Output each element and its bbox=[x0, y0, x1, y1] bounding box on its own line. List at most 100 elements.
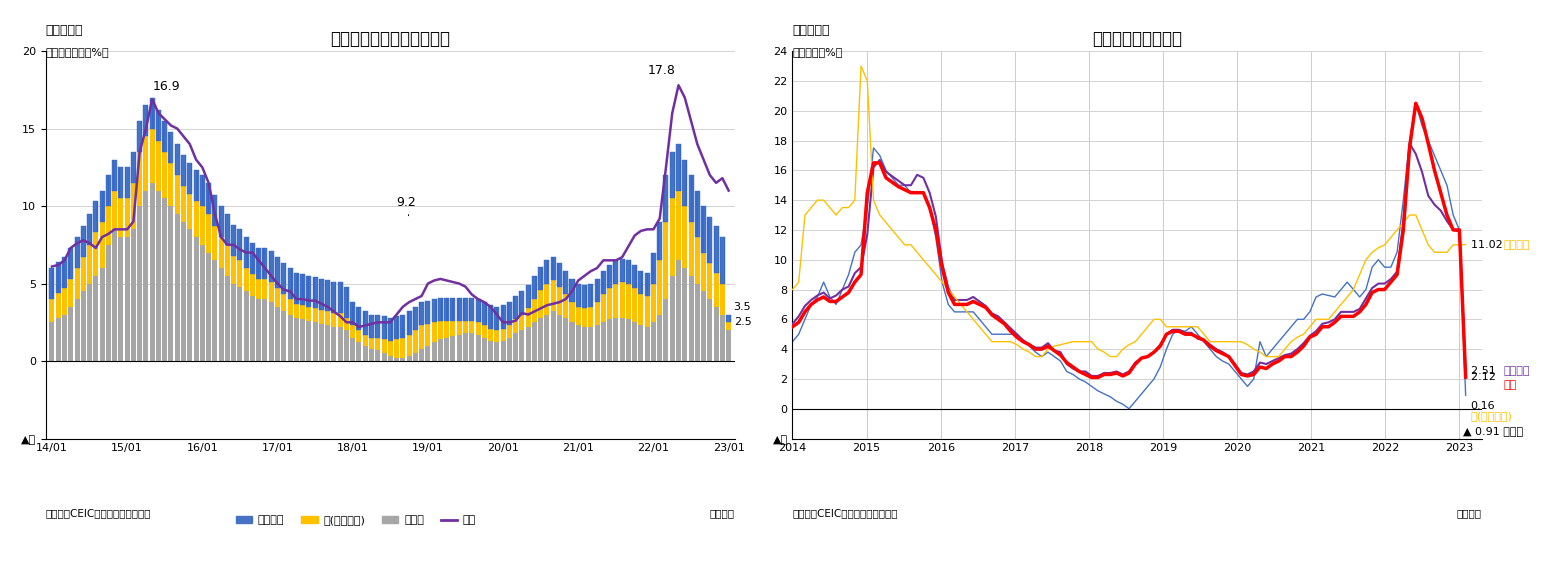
Bar bbox=[156, 110, 161, 141]
Bar bbox=[181, 221, 186, 361]
Bar bbox=[150, 129, 155, 183]
Bar bbox=[594, 325, 599, 361]
Bar bbox=[594, 279, 599, 302]
Bar bbox=[494, 342, 500, 361]
Bar bbox=[313, 323, 317, 361]
Text: サービス: サービス bbox=[1505, 239, 1531, 250]
Bar bbox=[570, 302, 574, 323]
Bar bbox=[576, 284, 580, 307]
Bar bbox=[481, 338, 486, 361]
Bar bbox=[701, 252, 706, 291]
Bar bbox=[80, 226, 85, 257]
Bar bbox=[395, 339, 399, 358]
Bar bbox=[224, 276, 231, 361]
Bar bbox=[111, 229, 118, 361]
Text: 11.02: 11.02 bbox=[1471, 239, 1506, 250]
Bar bbox=[520, 291, 525, 315]
Bar bbox=[563, 294, 568, 318]
Bar bbox=[638, 271, 644, 294]
Bar bbox=[638, 294, 644, 325]
Bar bbox=[625, 260, 632, 284]
Bar bbox=[200, 206, 204, 245]
Bar bbox=[282, 294, 286, 311]
Bar bbox=[420, 348, 424, 361]
Bar bbox=[632, 265, 638, 288]
Bar bbox=[438, 321, 443, 339]
Bar bbox=[557, 287, 562, 315]
Bar bbox=[494, 307, 500, 330]
Bar bbox=[664, 221, 669, 299]
Bar bbox=[714, 307, 718, 361]
Bar bbox=[87, 214, 91, 245]
Bar bbox=[50, 268, 54, 299]
Bar bbox=[551, 257, 556, 280]
Bar bbox=[144, 105, 149, 137]
Bar bbox=[545, 260, 550, 284]
Bar bbox=[506, 325, 512, 338]
Bar bbox=[62, 315, 67, 361]
Text: （前年比、%）: （前年比、%） bbox=[793, 47, 842, 57]
Bar bbox=[545, 284, 550, 315]
Bar bbox=[426, 346, 430, 361]
Bar bbox=[381, 339, 387, 353]
Bar bbox=[432, 323, 437, 342]
Bar bbox=[350, 302, 354, 325]
Bar bbox=[576, 325, 580, 361]
Bar bbox=[644, 273, 650, 296]
Bar bbox=[356, 330, 362, 342]
Bar bbox=[670, 198, 675, 276]
Bar bbox=[413, 353, 418, 361]
Bar bbox=[676, 191, 681, 260]
Bar bbox=[257, 299, 262, 361]
Bar bbox=[62, 288, 67, 315]
Bar bbox=[658, 221, 663, 260]
Text: 総合指数: 総合指数 bbox=[1505, 366, 1531, 377]
Bar bbox=[125, 237, 130, 361]
Bar bbox=[118, 198, 124, 237]
Bar bbox=[249, 296, 255, 361]
Bar bbox=[294, 303, 299, 318]
Bar bbox=[300, 305, 305, 319]
Bar bbox=[463, 333, 467, 361]
Bar bbox=[644, 296, 650, 327]
Text: （図表１）: （図表１） bbox=[46, 24, 84, 37]
Bar bbox=[175, 144, 180, 175]
Bar bbox=[444, 297, 449, 321]
Bar bbox=[319, 324, 324, 361]
Bar bbox=[368, 338, 375, 348]
Bar bbox=[683, 160, 687, 206]
Bar bbox=[87, 284, 91, 361]
Text: 2.51: 2.51 bbox=[1471, 366, 1498, 377]
Bar bbox=[488, 341, 494, 361]
Bar bbox=[138, 121, 142, 152]
Bar bbox=[206, 252, 211, 361]
Bar bbox=[426, 301, 430, 324]
Bar bbox=[93, 233, 99, 276]
Bar bbox=[533, 299, 537, 323]
Bar bbox=[350, 325, 354, 338]
Bar bbox=[570, 279, 574, 302]
Bar bbox=[224, 245, 231, 276]
Bar bbox=[450, 297, 455, 321]
Bar bbox=[652, 323, 656, 361]
Bar bbox=[288, 299, 293, 315]
Bar bbox=[74, 299, 79, 361]
Bar bbox=[212, 195, 217, 226]
Bar bbox=[125, 167, 130, 198]
Bar bbox=[475, 335, 480, 361]
Text: ▲ 0.91 食料品: ▲ 0.91 食料品 bbox=[1463, 426, 1523, 436]
Bar bbox=[243, 291, 249, 361]
Bar bbox=[307, 276, 311, 307]
Bar bbox=[413, 307, 418, 330]
Bar bbox=[545, 315, 550, 361]
Bar bbox=[50, 323, 54, 361]
Bar bbox=[337, 327, 342, 361]
Bar bbox=[118, 167, 124, 198]
Bar bbox=[619, 282, 625, 318]
Bar bbox=[512, 333, 519, 361]
Bar bbox=[375, 350, 381, 361]
Bar bbox=[163, 152, 167, 198]
Bar bbox=[337, 282, 342, 313]
Bar bbox=[175, 214, 180, 361]
Bar bbox=[714, 273, 718, 307]
